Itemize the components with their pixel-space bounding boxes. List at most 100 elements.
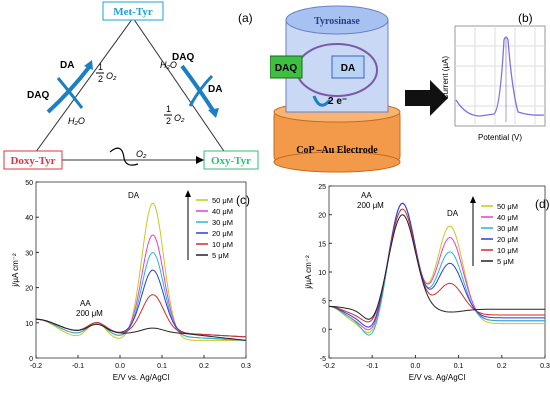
left-cycle-arrow-head <box>84 60 93 70</box>
right-cycle-arrow-head <box>208 108 219 118</box>
left-half-num: 1 <box>98 62 103 72</box>
left-h2o-label: H₂O <box>68 116 85 126</box>
panel-a-label: (a) <box>238 11 253 25</box>
left-o2-label: O₂ <box>106 71 117 81</box>
series-line-2 <box>328 202 545 331</box>
legend-entry: 10 μM <box>497 246 518 255</box>
x-tick-label: 0.0 <box>115 363 125 370</box>
met-tyr-box <box>102 1 164 21</box>
y-tick-label: 5 <box>322 299 326 306</box>
da-annotation: DA <box>447 209 459 218</box>
cycle-triangle <box>29 17 231 161</box>
x-tick-label: -0.2 <box>323 363 335 370</box>
mini-xlabel: Potential (V) <box>478 133 522 142</box>
doxy-tyr-box <box>3 150 63 170</box>
y-tick-label: 15 <box>318 241 326 248</box>
series-line-6 <box>329 214 545 320</box>
bottom-o2-label: O₂ <box>136 149 147 159</box>
series-line-6 <box>36 318 247 341</box>
right-half-num: 1 <box>166 104 171 114</box>
y-tick-label: 10 <box>25 321 33 328</box>
y-tick-label: 30 <box>25 250 33 257</box>
panel-label: (d) <box>535 197 550 211</box>
right-o2-label: O₂ <box>174 113 185 123</box>
series-line-3 <box>328 202 545 336</box>
y-tick-label: 0 <box>29 356 33 363</box>
legend-entry: 50 μM <box>497 202 518 211</box>
right-daq-label: DAQ <box>172 52 194 63</box>
x-tick-label: 0.0 <box>411 363 421 370</box>
x-tick-label: 0.3 <box>241 363 251 370</box>
y-axis-label: j/μA cm⁻² <box>304 255 313 290</box>
mini-peak-curve <box>455 36 545 117</box>
legend-entry: 40 μM <box>212 207 233 216</box>
electron-arrow <box>312 95 332 107</box>
bottom-swirl-arrow <box>109 147 139 166</box>
tyrosinase-label: Tyrosinase <box>314 16 360 27</box>
panel-label: (c) <box>236 193 250 207</box>
x-tick-label: 0.3 <box>540 363 550 370</box>
x-tick-label: 0.1 <box>157 363 167 370</box>
x-axis-label: E/V vs. Ag/AgCl <box>409 373 466 382</box>
legend-entry: 50 μM <box>212 196 233 205</box>
legend-entry: 5 μM <box>497 257 514 266</box>
mini-plot-frame <box>454 25 546 127</box>
left-cycle-arrow <box>46 64 92 114</box>
x-tick-label: 0.2 <box>199 363 209 370</box>
electrode-bottom <box>273 151 401 173</box>
legend-entry: 30 μM <box>212 218 233 227</box>
right-h2o-label: H₂O <box>160 60 177 70</box>
oxy-tyr-label: Oxy-Tyr <box>211 155 251 167</box>
legend-entry: 20 μM <box>212 229 233 238</box>
mini-plot-grid <box>455 26 545 126</box>
legend-entry: 5 μM <box>212 251 229 260</box>
left-da-label: DA <box>60 60 74 71</box>
legend-entry: 40 μM <box>497 213 518 222</box>
series-line-1 <box>35 202 246 341</box>
legend-arrow-head <box>470 196 476 203</box>
panel-b: (b) CoP –Au Electrode Tyrosinase DAQ DA … <box>270 5 546 173</box>
da-annotation: DA <box>128 191 140 200</box>
aa-annotation: AA <box>80 299 91 308</box>
legend-entry: 30 μM <box>497 224 518 233</box>
y-tick-label: 20 <box>318 213 326 220</box>
right-da-label: DA <box>208 84 222 95</box>
y-tick-label: 0 <box>322 327 326 334</box>
series-line-4 <box>328 202 545 328</box>
y-tick-label: 20 <box>25 286 33 293</box>
da-label: DA <box>341 63 355 74</box>
aa-concentration: 200 μM <box>357 201 384 210</box>
x-axis-label: E/V vs. Ag/AgCl <box>113 373 170 382</box>
y-tick-label: -5 <box>320 356 326 363</box>
plot-frame <box>35 181 247 359</box>
enzyme-top <box>285 5 389 35</box>
panel-b-label: (b) <box>518 11 533 25</box>
left-daq-label: DAQ <box>27 90 49 101</box>
daq-box <box>270 55 303 79</box>
y-axis-label: j/μA cm⁻² <box>11 253 20 288</box>
doxy-tyr-label: Doxy-Tyr <box>10 155 55 167</box>
electrode-label: CoP –Au Electrode <box>296 145 378 156</box>
big-arrow <box>405 80 448 116</box>
y-tick-label: 50 <box>25 180 33 187</box>
legend-arrow-head <box>185 190 191 197</box>
right-half-den: 2 <box>166 116 171 126</box>
mini-ylabel: Current (μA) <box>441 56 450 101</box>
x-tick-label: 0.2 <box>497 363 507 370</box>
aa-annotation: AA <box>361 191 372 200</box>
bottom-arrow-head <box>196 156 204 164</box>
y-tick-label: 25 <box>318 184 326 191</box>
panel-a: (a) Met-Tyr Doxy-Tyr Oxy-Tyr DA DAQ H₂O … <box>3 1 259 170</box>
series-line-1 <box>328 202 545 334</box>
series-line-5 <box>328 208 545 323</box>
plot-frame <box>328 185 546 359</box>
x-tick-label: -0.1 <box>366 363 378 370</box>
chart-c: (c) 0 10 20 30 40 50 -0.2 -0.1 0.0 0.1 0.2 0.3 E/V vs… <box>11 180 251 382</box>
series-line-3 <box>36 251 247 341</box>
legend-entry: 10 μM <box>212 240 233 249</box>
chart-d: (d) -5 0 5 10 15 20 25 -0.2 -0.1 0.0 0.1 0.2 0.3 E/V v… <box>304 184 550 382</box>
x-tick-label: 0.1 <box>454 363 464 370</box>
da-box <box>331 55 365 79</box>
left-cycle-arrow-2 <box>56 77 84 109</box>
x-tick-label: -0.1 <box>72 363 84 370</box>
